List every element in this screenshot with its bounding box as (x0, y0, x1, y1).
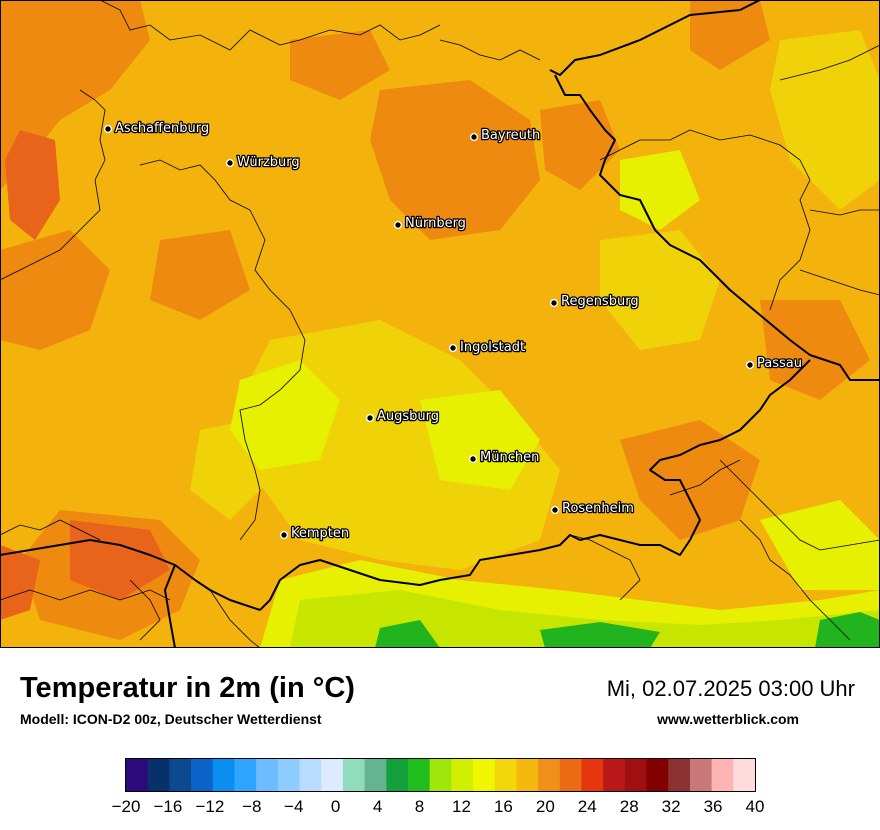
temperature-map: Aschaffenburg Würzburg Bayreuth Nürnberg… (0, 0, 880, 648)
legend-swatch (126, 759, 149, 791)
city-markers: Aschaffenburg Würzburg Bayreuth Nürnberg… (103, 120, 803, 542)
legend-tick-label: 4 (373, 797, 382, 816)
legend-tick-label: 20 (536, 797, 555, 816)
city-dot (393, 220, 403, 230)
legend-swatch (169, 759, 192, 791)
city-rosenheim: Rosenheim (550, 500, 635, 517)
city-dot (550, 505, 560, 515)
legend-tick-label: 16 (494, 797, 513, 816)
district-borders (0, 0, 880, 648)
city-dot (549, 298, 559, 308)
city-dot (745, 360, 755, 370)
city-ingolstadt: Ingolstadt (448, 339, 526, 356)
city-wuerzburg: Würzburg (225, 154, 301, 171)
legend-swatch (689, 759, 713, 791)
border-lakes (164, 564, 176, 648)
legend-tick-label: −12 (195, 797, 224, 816)
legend-tick-label: 32 (662, 797, 681, 816)
legend-swatch (494, 759, 518, 791)
legend-swatch (191, 759, 214, 791)
legend-swatch (299, 759, 322, 791)
city-aschaffenburg: Aschaffenburg (103, 120, 210, 137)
legend-swatch (711, 759, 734, 791)
legend-swatch (559, 759, 583, 791)
legend-tick-labels: −20 −16 −12 −8 −4 0 4 8 12 16 20 24 28 32 36 40 (112, 797, 765, 816)
city-label: Rosenheim (562, 501, 634, 516)
legend-swatch (538, 759, 561, 791)
city-label: Ingolstadt (460, 340, 525, 355)
city-dot (468, 454, 478, 464)
city-dot (103, 124, 113, 134)
legend-swatch (364, 759, 387, 791)
city-label: Würzburg (237, 155, 300, 170)
model-subtitle: Modell: ICON-D2 00z, Deutscher Wetterdie… (20, 711, 322, 727)
legend-swatch (321, 759, 344, 791)
legend-tick-label: −20 (112, 797, 141, 816)
city-dot (448, 343, 458, 353)
legend-swatch (646, 759, 669, 791)
legend-frame (125, 758, 756, 792)
legend-tick-label: 0 (331, 797, 340, 816)
legend-swatch (147, 759, 170, 791)
city-label: Regensburg (561, 294, 639, 309)
website-credit: www.wetterblick.com (657, 711, 799, 727)
legend-tick-label: 28 (620, 797, 639, 816)
city-label: Augsburg (377, 409, 439, 424)
legend-swatch (256, 759, 279, 791)
legend-tick-label: 12 (452, 797, 471, 816)
city-label: Passau (757, 356, 802, 371)
forecast-datetime: Mi, 02.07.2025 03:00 Uhr (606, 676, 855, 701)
color-legend: −20 −16 −12 −8 −4 0 4 8 12 16 20 24 28 32 36 40 (112, 758, 765, 816)
legend-swatch (516, 759, 539, 791)
legend-swatch (407, 759, 431, 791)
city-label: Nürnberg (405, 216, 466, 231)
city-muenchen: München (468, 449, 541, 466)
city-bayreuth: Bayreuth (469, 127, 542, 144)
city-label: München (480, 450, 539, 465)
cooler-areas (290, 590, 880, 648)
legend-swatch (733, 759, 756, 791)
borders (0, 0, 880, 648)
city-dot (365, 413, 375, 423)
legend-swatch (581, 759, 604, 791)
legend-swatch (212, 759, 236, 791)
map-title: Temperatur in 2m (in °C) (20, 672, 355, 704)
legend-color-bar (126, 759, 756, 791)
legend-tick-label: −4 (284, 797, 303, 816)
legend-swatch (386, 759, 409, 791)
city-augsburg: Augsburg (365, 408, 440, 425)
legend-tick-label: −16 (154, 797, 183, 816)
legend-swatch (234, 759, 257, 791)
legend-swatch (429, 759, 452, 791)
city-dot (279, 530, 289, 540)
legend-swatch (603, 759, 626, 791)
city-label: Kempten (291, 526, 349, 541)
legend-tick-label: 36 (704, 797, 723, 816)
legend-swatch (342, 759, 366, 791)
alpine-green-areas (375, 612, 880, 648)
legend-tick-label: −8 (242, 797, 261, 816)
city-regensburg: Regensburg (549, 293, 640, 310)
city-label: Bayreuth (481, 128, 540, 143)
legend-swatch (277, 759, 301, 791)
legend-tick-label: 24 (578, 797, 597, 816)
city-kempten: Kempten (279, 525, 350, 542)
legend-swatch (473, 759, 496, 791)
city-nuernberg: Nürnberg (393, 215, 467, 232)
city-dot (469, 132, 479, 142)
city-passau: Passau (745, 355, 803, 372)
legend-tick-label: 8 (415, 797, 424, 816)
legend-tick-label: 40 (746, 797, 765, 816)
legend-swatch (668, 759, 691, 791)
legend-swatch (451, 759, 474, 791)
border-bavaria (0, 0, 880, 611)
city-dot (225, 158, 235, 168)
legend-swatch (624, 759, 648, 791)
city-label: Aschaffenburg (115, 121, 209, 136)
